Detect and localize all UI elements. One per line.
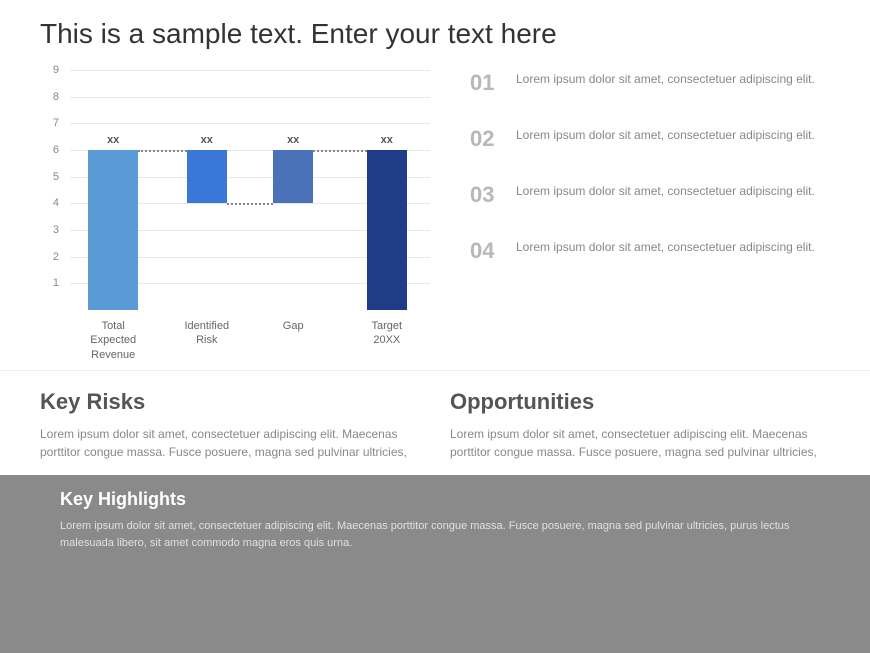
opportunities-column: Opportunities Lorem ipsum dolor sit amet…	[450, 389, 830, 461]
chart-panel: 1 2 3 4 5 6 7 8 9 xx xx xx xx TotalExpectedRevenue I…	[40, 60, 440, 360]
chart-x-label: TotalExpectedRevenue	[73, 319, 153, 362]
chart-y-axis: 123456789	[40, 70, 65, 310]
chart-y-tick: 9	[53, 64, 59, 76]
highlights-text: Lorem ipsum dolor sit amet, consectetuer…	[60, 518, 810, 551]
risks-title: Key Risks	[40, 389, 420, 415]
chart-x-label: IdentifiedRisk	[167, 319, 247, 348]
chart-y-tick: 6	[53, 144, 59, 156]
chart-bar	[88, 150, 138, 310]
numbered-text: Lorem ipsum dolor sit amet, consectetuer…	[516, 126, 815, 144]
numbered-item: 04 Lorem ipsum dolor sit amet, consectetu…	[470, 238, 830, 264]
numbered-text: Lorem ipsum dolor sit amet, consectetuer…	[516, 238, 815, 256]
numbered-index: 02	[470, 126, 500, 152]
chart-y-tick: 2	[53, 251, 59, 263]
page-title: This is a sample text. Enter your text h…	[0, 0, 870, 60]
chart-connector	[313, 150, 367, 152]
numbered-index: 04	[470, 238, 500, 264]
chart-gridline	[70, 70, 430, 71]
risks-text: Lorem ipsum dolor sit amet, consectetuer…	[40, 425, 420, 461]
numbered-text: Lorem ipsum dolor sit amet, consectetuer…	[516, 182, 815, 200]
numbered-item: 02 Lorem ipsum dolor sit amet, consectetu…	[470, 126, 830, 152]
chart-y-tick: 4	[53, 197, 59, 209]
chart-y-tick: 5	[53, 171, 59, 183]
opportunities-title: Opportunities	[450, 389, 830, 415]
chart-connector	[138, 150, 187, 152]
chart-connector	[227, 203, 273, 205]
opportunities-text: Lorem ipsum dolor sit amet, consectetuer…	[450, 425, 830, 461]
chart-area: xx xx xx xx	[70, 70, 430, 310]
chart-y-tick: 1	[53, 277, 59, 289]
chart-y-tick: 7	[53, 117, 59, 129]
mid-row: Key Risks Lorem ipsum dolor sit amet, co…	[0, 370, 870, 475]
chart-gridline	[70, 97, 430, 98]
highlights-footer: Key Highlights Lorem ipsum dolor sit ame…	[0, 475, 870, 653]
chart-bar	[187, 150, 227, 203]
slide: This is a sample text. Enter your text h…	[0, 0, 870, 653]
chart-bar	[273, 150, 313, 203]
highlights-title: Key Highlights	[60, 489, 810, 510]
chart-y-tick: 8	[53, 91, 59, 103]
numbered-item: 03 Lorem ipsum dolor sit amet, consectetu…	[470, 182, 830, 208]
upper-row: 1 2 3 4 5 6 7 8 9 xx xx xx xx TotalExpectedRevenue I…	[0, 60, 870, 360]
numbered-index: 03	[470, 182, 500, 208]
chart-gridline	[70, 123, 430, 124]
numbered-item: 01 Lorem ipsum dolor sit amet, consectetu…	[470, 70, 830, 96]
numbered-text: Lorem ipsum dolor sit amet, consectetuer…	[516, 70, 815, 88]
risks-column: Key Risks Lorem ipsum dolor sit amet, co…	[40, 389, 420, 461]
chart-bar-label: xx	[381, 134, 393, 146]
chart-bar	[367, 150, 407, 310]
chart-y-tick: 3	[53, 224, 59, 236]
chart-bar-label: xx	[287, 134, 299, 146]
chart-x-label: Gap	[253, 319, 333, 333]
chart-bar-label: xx	[201, 134, 213, 146]
numbered-index: 01	[470, 70, 500, 96]
chart-x-labels: TotalExpectedRevenue IdentifiedRisk Gap Tar…	[70, 315, 430, 360]
chart-x-label: Target20XX	[347, 319, 427, 348]
numbered-list: 01 Lorem ipsum dolor sit amet, consectetu…	[470, 60, 830, 360]
chart-bar-label: xx	[107, 134, 119, 146]
